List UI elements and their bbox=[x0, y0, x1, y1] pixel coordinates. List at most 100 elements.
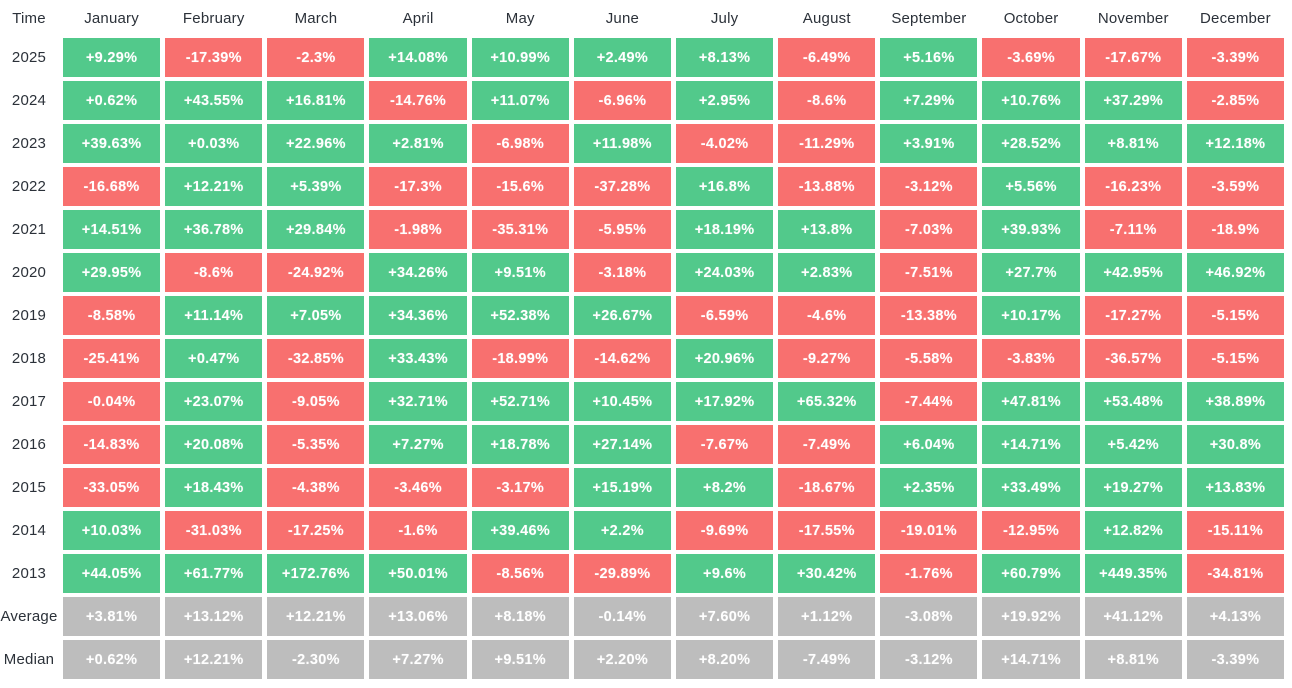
cell-2022-may: -15.6% bbox=[471, 167, 569, 206]
cell-2020-january: +29.95% bbox=[63, 253, 161, 292]
cell-2020-may: +9.51% bbox=[471, 253, 569, 292]
cell-2015-october: +33.49% bbox=[982, 468, 1080, 507]
cell-2025-july: +8.13% bbox=[675, 38, 774, 77]
cell-2017-april: +32.71% bbox=[369, 382, 467, 421]
cell-2020-september: -7.51% bbox=[880, 253, 978, 292]
cell-2025-february: -17.39% bbox=[165, 38, 263, 77]
cell-2013-november: +449.35% bbox=[1084, 554, 1182, 593]
cell-2025-november: -17.67% bbox=[1084, 38, 1182, 77]
cell-2014-july: -9.69% bbox=[675, 511, 774, 550]
cell-2018-may: -18.99% bbox=[471, 339, 569, 378]
cell-2014-january: +10.03% bbox=[63, 511, 161, 550]
cell-2015-february: +18.43% bbox=[165, 468, 263, 507]
cell-2017-june: +10.45% bbox=[573, 382, 671, 421]
cell-2023-january: +39.63% bbox=[63, 124, 161, 163]
cell-2023-april: +2.81% bbox=[369, 124, 467, 163]
cell-2019-may: +52.38% bbox=[471, 296, 569, 335]
cell-2017-august: +65.32% bbox=[778, 382, 876, 421]
cell-2021-june: -5.95% bbox=[573, 210, 671, 249]
cell-2014-december: -15.11% bbox=[1186, 511, 1284, 550]
cell-2013-march: +172.76% bbox=[267, 554, 365, 593]
cell-2014-august: -17.55% bbox=[778, 511, 876, 550]
cell-2019-october: +10.17% bbox=[982, 296, 1080, 335]
cell-median-february: +12.21% bbox=[165, 640, 263, 679]
column-header-october: October bbox=[1003, 9, 1059, 27]
cell-median-june: +2.20% bbox=[573, 640, 671, 679]
cell-2022-july: +16.8% bbox=[675, 167, 774, 206]
column-header-june: June bbox=[605, 9, 640, 27]
column-header-december: December bbox=[1200, 9, 1271, 27]
cell-2015-december: +13.83% bbox=[1186, 468, 1284, 507]
cell-2015-april: -3.46% bbox=[369, 468, 467, 507]
cell-2024-september: +7.29% bbox=[880, 81, 978, 120]
column-header-may: May bbox=[505, 9, 535, 27]
cell-2014-november: +12.82% bbox=[1084, 511, 1182, 550]
cell-2016-september: +6.04% bbox=[880, 425, 978, 464]
cell-average-february: +13.12% bbox=[165, 597, 263, 636]
cell-2016-october: +14.71% bbox=[982, 425, 1080, 464]
cell-2021-may: -35.31% bbox=[471, 210, 569, 249]
row-label-2022: 2022 bbox=[11, 178, 47, 195]
row-label-2013: 2013 bbox=[11, 565, 47, 582]
cell-2013-june: -29.89% bbox=[573, 554, 671, 593]
cell-2022-september: -3.12% bbox=[880, 167, 978, 206]
cell-2015-july: +8.2% bbox=[675, 468, 774, 507]
cell-2019-november: -17.27% bbox=[1084, 296, 1182, 335]
cell-2025-august: -6.49% bbox=[778, 38, 876, 77]
column-header-august: August bbox=[802, 9, 851, 27]
cell-2014-october: -12.95% bbox=[982, 511, 1080, 550]
cell-2014-april: -1.6% bbox=[369, 511, 467, 550]
cell-2013-january: +44.05% bbox=[63, 554, 161, 593]
cell-2017-november: +53.48% bbox=[1084, 382, 1182, 421]
cell-average-january: +3.81% bbox=[63, 597, 161, 636]
cell-2016-november: +5.42% bbox=[1084, 425, 1182, 464]
cell-2020-october: +27.7% bbox=[982, 253, 1080, 292]
column-header-february: February bbox=[182, 9, 245, 27]
cell-2015-september: +2.35% bbox=[880, 468, 978, 507]
cell-2023-december: +12.18% bbox=[1186, 124, 1284, 163]
row-label-2025: 2025 bbox=[11, 49, 47, 66]
cell-2021-august: +13.8% bbox=[778, 210, 876, 249]
cell-2019-august: -4.6% bbox=[778, 296, 876, 335]
cell-2019-april: +34.36% bbox=[369, 296, 467, 335]
cell-2024-february: +43.55% bbox=[165, 81, 263, 120]
row-label-average: Average bbox=[0, 608, 58, 625]
cell-2022-december: -3.59% bbox=[1186, 167, 1284, 206]
cell-2022-august: -13.88% bbox=[778, 167, 876, 206]
cell-2017-october: +47.81% bbox=[982, 382, 1080, 421]
cell-average-december: +4.13% bbox=[1186, 597, 1284, 636]
cell-2021-july: +18.19% bbox=[675, 210, 774, 249]
cell-median-september: -3.12% bbox=[880, 640, 978, 679]
row-label-2015: 2015 bbox=[11, 479, 47, 496]
cell-2016-june: +27.14% bbox=[573, 425, 671, 464]
cell-2018-august: -9.27% bbox=[778, 339, 876, 378]
cell-2021-april: -1.98% bbox=[369, 210, 467, 249]
cell-2022-june: -37.28% bbox=[573, 167, 671, 206]
column-header-november: November bbox=[1097, 9, 1169, 27]
row-label-2018: 2018 bbox=[11, 350, 47, 367]
cell-median-may: +9.51% bbox=[471, 640, 569, 679]
cell-2021-march: +29.84% bbox=[267, 210, 365, 249]
cell-2018-july: +20.96% bbox=[675, 339, 774, 378]
cell-2023-march: +22.96% bbox=[267, 124, 365, 163]
cell-2015-may: -3.17% bbox=[471, 468, 569, 507]
cell-2022-march: +5.39% bbox=[267, 167, 365, 206]
cell-median-october: +14.71% bbox=[982, 640, 1080, 679]
cell-2023-august: -11.29% bbox=[778, 124, 876, 163]
cell-2021-november: -7.11% bbox=[1084, 210, 1182, 249]
cell-2019-january: -8.58% bbox=[63, 296, 161, 335]
cell-2017-march: -9.05% bbox=[267, 382, 365, 421]
cell-2021-september: -7.03% bbox=[880, 210, 978, 249]
cell-2023-may: -6.98% bbox=[471, 124, 569, 163]
cell-median-november: +8.81% bbox=[1084, 640, 1182, 679]
cell-average-november: +41.12% bbox=[1084, 597, 1182, 636]
cell-2025-june: +2.49% bbox=[573, 38, 671, 77]
cell-2016-january: -14.83% bbox=[63, 425, 161, 464]
column-header-time: Time bbox=[12, 9, 46, 27]
cell-2023-february: +0.03% bbox=[165, 124, 263, 163]
cell-2019-march: +7.05% bbox=[267, 296, 365, 335]
cell-2025-march: -2.3% bbox=[267, 38, 365, 77]
cell-2015-august: -18.67% bbox=[778, 468, 876, 507]
cell-average-april: +13.06% bbox=[369, 597, 467, 636]
